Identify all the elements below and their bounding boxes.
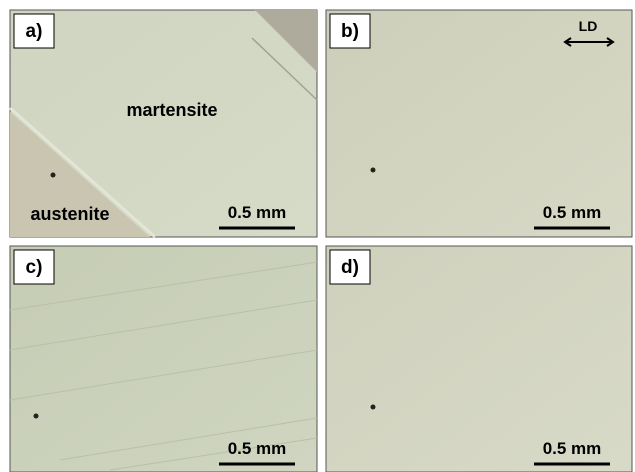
surface-lines xyxy=(9,261,318,471)
direction-label: LD xyxy=(579,18,598,34)
panel-b: b) LD 0.5 mm xyxy=(325,9,633,238)
panel-a: a) martensite austenite 0.5 mm xyxy=(9,9,318,239)
panel-label: b) xyxy=(341,21,359,42)
panel-c: c) 0.5 mm xyxy=(9,245,318,472)
panel-label: d) xyxy=(341,257,359,278)
scale-bar-label: 0.5 mm xyxy=(543,203,602,222)
label-box xyxy=(13,249,55,285)
label-box xyxy=(329,249,371,285)
defect xyxy=(370,404,376,410)
defect xyxy=(370,167,376,173)
annotation: martensite xyxy=(126,100,217,120)
panel-label: c) xyxy=(26,257,43,278)
micrograph xyxy=(9,245,318,472)
micrograph xyxy=(325,245,633,472)
annotation: austenite xyxy=(30,204,109,224)
scale-bar-label: 0.5 mm xyxy=(228,203,287,222)
boundary xyxy=(9,106,156,239)
austenite-region xyxy=(10,112,150,237)
panel-d: d) 0.5 mm xyxy=(325,245,633,472)
panel-label: a) xyxy=(26,21,43,42)
micrograph xyxy=(325,9,633,238)
defect xyxy=(33,413,39,419)
corner-region xyxy=(255,10,317,72)
streak xyxy=(251,37,318,101)
direction-arrow xyxy=(563,37,615,47)
scale-bar-label: 0.5 mm xyxy=(228,439,287,458)
defect xyxy=(50,172,56,178)
scale-bar-label: 0.5 mm xyxy=(543,439,602,458)
label-box xyxy=(329,13,371,49)
label-box xyxy=(13,13,55,49)
